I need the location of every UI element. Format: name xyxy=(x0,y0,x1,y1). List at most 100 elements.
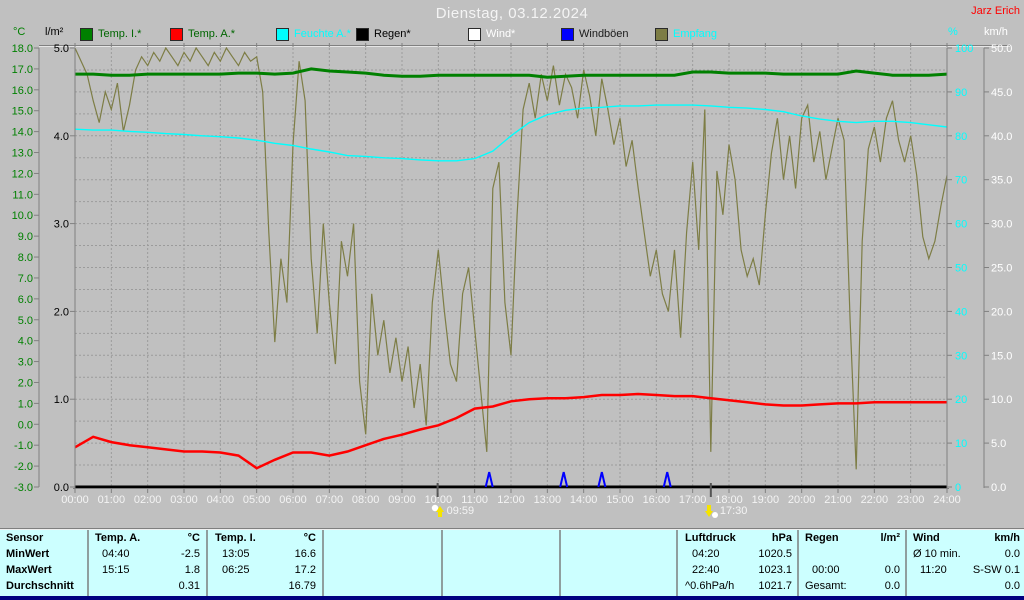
wind-max-time: 11:20 xyxy=(920,564,947,576)
svg-text:00:00: 00:00 xyxy=(61,494,89,506)
svg-text:100: 100 xyxy=(955,43,973,55)
sunset-time-label: 17:30 xyxy=(719,505,748,517)
gust-spike xyxy=(484,471,494,488)
svg-text:15.0: 15.0 xyxy=(12,106,33,118)
legend-item-temp-a: Temp. A.* xyxy=(170,27,235,41)
svg-text:20:00: 20:00 xyxy=(788,494,816,506)
temp-a-swatch-icon xyxy=(170,27,183,41)
pressure-max-time: 22:40 xyxy=(692,564,720,576)
legend-item-temp-i: Temp. I.* xyxy=(80,27,141,41)
svg-text:6.0: 6.0 xyxy=(18,294,33,306)
svg-text:03:00: 03:00 xyxy=(170,494,198,506)
sunrise-time-label: 09:59 xyxy=(446,505,475,517)
svg-text:50: 50 xyxy=(955,263,967,275)
table-divider xyxy=(905,530,907,596)
svg-text:17.0: 17.0 xyxy=(12,64,33,76)
svg-text:30.0: 30.0 xyxy=(991,219,1012,231)
gust-spike xyxy=(559,471,569,488)
svg-text:1.0: 1.0 xyxy=(18,398,33,410)
svg-text:01:00: 01:00 xyxy=(98,494,126,506)
svg-text:07:00: 07:00 xyxy=(316,494,344,506)
table-header-sensor: Sensor xyxy=(6,532,44,544)
rain-header: Regen xyxy=(805,532,839,544)
rain-total-value: 0.0 xyxy=(884,580,900,592)
svg-text:50.0: 50.0 xyxy=(991,43,1012,55)
svg-text:0: 0 xyxy=(955,482,961,494)
table-divider xyxy=(441,530,443,596)
pressure-trend: ^0.6hPa/h xyxy=(685,580,735,592)
svg-text:04:00: 04:00 xyxy=(207,494,235,506)
sunrise-time-marker: 09:59 xyxy=(431,504,475,518)
svg-text:15:00: 15:00 xyxy=(606,494,634,506)
pressure-max-value: 1023.1 xyxy=(758,564,792,576)
svg-text:24:00: 24:00 xyxy=(933,494,961,506)
legend-item-reception: Empfang xyxy=(655,27,717,41)
temp-i-swatch-icon xyxy=(80,27,93,41)
temp-a-max-value: 1.8 xyxy=(184,564,200,576)
pressure-header: Luftdruck xyxy=(685,532,736,544)
wind-avg-value: 0.0 xyxy=(1004,580,1020,592)
temp-a-min-value: -2.5 xyxy=(181,548,200,560)
legend-item-gusts: Windböen xyxy=(561,27,629,41)
svg-text:5.0: 5.0 xyxy=(991,438,1006,450)
svg-text:0.0: 0.0 xyxy=(18,419,33,431)
table-col-temp-i: Temp. I. °C 13:05 16.6 06:25 17.2 16.79 xyxy=(212,530,316,596)
svg-text:35.0: 35.0 xyxy=(991,175,1012,187)
wind-avg10-value: 0.0 xyxy=(1004,548,1020,560)
station-name: Jarz Erich xyxy=(971,5,1020,17)
svg-text:14:00: 14:00 xyxy=(570,494,598,506)
table-col-wind: Wind km/h Ø 10 min. 0.0 11:20 S-SW 0.1 0.0 xyxy=(910,530,1020,596)
svg-text:30: 30 xyxy=(955,350,967,362)
svg-text:09:00: 09:00 xyxy=(388,494,416,506)
svg-text:02:00: 02:00 xyxy=(134,494,162,506)
gridlines xyxy=(75,48,947,487)
axis-labels: 18.0 17.0 16.0 15.0 14.0 13.0 12.0 11.0 10.0 9.0 8… xyxy=(12,43,1012,506)
svg-text:90: 90 xyxy=(955,87,967,99)
temp-i-min-time: 13:05 xyxy=(222,548,250,560)
svg-text:20: 20 xyxy=(955,394,967,406)
temp-i-max-value: 17.2 xyxy=(294,564,316,576)
svg-text:18:00: 18:00 xyxy=(715,494,743,506)
bottom-bar xyxy=(0,596,1024,600)
svg-text:08:00: 08:00 xyxy=(352,494,380,506)
svg-text:-2.0: -2.0 xyxy=(14,461,33,473)
table-divider xyxy=(559,530,561,596)
temp-i-avg-value: 16.79 xyxy=(288,580,316,592)
reception-swatch-icon xyxy=(655,27,668,41)
table-col-rowlabels: Sensor MinWert MaxWert Durchschnitt xyxy=(6,530,84,596)
svg-text:05:00: 05:00 xyxy=(243,494,271,506)
svg-text:4.0: 4.0 xyxy=(54,131,69,143)
svg-text:5.0: 5.0 xyxy=(54,43,69,55)
svg-text:60: 60 xyxy=(955,219,967,231)
rain-time: 00:00 xyxy=(812,564,840,576)
temp-i-min-value: 16.6 xyxy=(294,548,316,560)
pressure-avg-value: 1021.7 xyxy=(758,580,792,592)
series-temp-a xyxy=(74,392,947,470)
svg-text:8.0: 8.0 xyxy=(18,252,33,264)
svg-text:23:00: 23:00 xyxy=(897,494,925,506)
sun-up-icon xyxy=(431,504,444,517)
svg-text:4.0: 4.0 xyxy=(18,336,33,348)
temp-a-max-time: 15:15 xyxy=(102,564,130,576)
table-divider xyxy=(797,530,799,596)
gust-spike xyxy=(662,471,672,488)
row-label-min: MinWert xyxy=(6,548,50,560)
series-temp-i xyxy=(75,67,948,79)
axis-unit-rain: l/m² xyxy=(45,26,64,38)
temp-a-header: Temp. A. xyxy=(95,532,141,544)
svg-text:11:00: 11:00 xyxy=(461,494,488,506)
table-separator xyxy=(0,528,1024,529)
temp-a-unit: °C xyxy=(187,532,200,544)
temp-a-avg-value: 0.31 xyxy=(178,580,200,592)
svg-text:-3.0: -3.0 xyxy=(14,482,33,494)
svg-text:12:00: 12:00 xyxy=(497,494,525,506)
svg-text:80: 80 xyxy=(955,131,967,143)
svg-text:3.0: 3.0 xyxy=(18,357,33,369)
humidity-swatch-icon xyxy=(276,27,289,41)
temp-i-unit: °C xyxy=(303,532,316,544)
table-divider xyxy=(676,530,678,596)
svg-text:14.0: 14.0 xyxy=(12,127,33,139)
svg-text:7.0: 7.0 xyxy=(18,273,33,285)
svg-text:1.0: 1.0 xyxy=(54,394,69,406)
